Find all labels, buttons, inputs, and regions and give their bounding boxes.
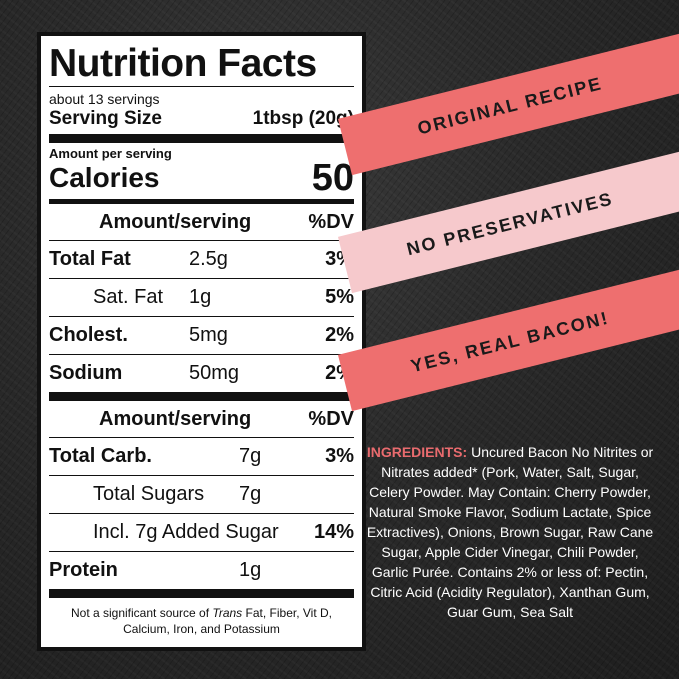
divider — [49, 86, 354, 87]
nutrient-name: Total Carb. — [49, 445, 152, 467]
serving-size-label: Serving Size — [49, 108, 162, 129]
footnote: Not a significant source of Trans Fat, F… — [49, 605, 354, 637]
footnote-italic: Trans — [212, 606, 243, 620]
footnote-prefix: Not a significant source of — [70, 606, 213, 620]
calories-label: Calories — [49, 162, 160, 193]
divider — [49, 475, 354, 476]
ingredients-text: Uncured Bacon No Nitrites or Nitrates ad… — [366, 444, 654, 620]
divider — [49, 354, 354, 355]
amount-serving-header: Amount/serving — [99, 210, 252, 233]
nutrient-dv: 2% — [325, 324, 354, 346]
nutrient-name: Total Fat — [49, 248, 131, 270]
thick-divider — [49, 589, 354, 598]
nutrition-title: Nutrition Facts — [49, 42, 317, 85]
divider — [49, 278, 354, 279]
nutrient-header: Amount/serving %DV — [49, 204, 354, 240]
amount-per-serving: Amount per serving — [49, 146, 172, 161]
nutrient-row-total-fat: Total Fat 2.5g 3% — [49, 241, 354, 278]
divider — [49, 316, 354, 317]
nutrient-amount: 50mg — [189, 362, 240, 384]
servings-per-container: about 13 servings — [49, 91, 160, 107]
nutrient-dv: 14% — [313, 521, 354, 543]
medium-divider — [49, 199, 354, 204]
nutrient-dv: 5% — [325, 286, 354, 308]
thick-divider — [49, 134, 354, 143]
nutrient-name: Sodium — [49, 362, 123, 384]
ingredients-heading: INGREDIENTS: — [366, 444, 468, 460]
nutrient-amount: 2.5g — [189, 248, 228, 270]
nutrient-name: Protein — [49, 559, 118, 581]
divider — [49, 240, 354, 241]
serving-size-value: 1tbsp (20g) — [252, 108, 354, 129]
nutrient-row-sat-fat: Sat. Fat 1g 5% — [49, 279, 354, 316]
nutrient-name: Total Sugars — [93, 483, 205, 505]
nutrient-name: Incl. 7g Added Sugar — [93, 521, 279, 543]
nutrient-header: Amount/serving %DV — [49, 401, 354, 437]
nutrient-name: Sat. Fat — [93, 286, 164, 308]
calories-value: 50 — [311, 157, 354, 199]
dv-header: %DV — [308, 210, 354, 233]
nutrient-amount: 1g — [239, 559, 262, 581]
nutrient-name: Cholest. — [49, 324, 128, 346]
dv-header: %DV — [308, 407, 354, 430]
nutrient-row-added-sugar: Incl. 7g Added Sugar 14% — [49, 513, 354, 551]
nutrient-amount: 7g — [239, 483, 262, 505]
divider — [49, 551, 354, 552]
nutrient-row-total-carb: Total Carb. 7g 3% — [49, 438, 354, 475]
nutrition-facts-label: Nutrition Facts about 13 servings Servin… — [37, 32, 366, 651]
nutrient-row-sodium: Sodium 50mg 2% — [49, 355, 354, 392]
serving-size-row: Serving Size 1tbsp (20g) — [49, 108, 354, 134]
calories-row: Calories 50 — [49, 157, 354, 199]
divider — [49, 437, 354, 438]
nutrient-amount: 7g — [239, 445, 262, 467]
nutrient-amount: 1g — [189, 286, 212, 308]
ingredients-block: INGREDIENTS: Uncured Bacon No Nitrites o… — [362, 442, 658, 622]
nutrient-amount: 5mg — [189, 324, 228, 346]
nutrient-row-total-sugars: Total Sugars 7g — [49, 476, 354, 513]
footnote-suffix: Fat, Fiber, Vit D, Calcium, Iron, and Po… — [123, 606, 332, 636]
nutrient-row-protein: Protein 1g — [49, 552, 354, 589]
amount-serving-header: Amount/serving — [99, 407, 252, 430]
thick-divider — [49, 392, 354, 401]
nutrient-dv: 3% — [325, 445, 354, 467]
nutrient-row-cholesterol: Cholest. 5mg 2% — [49, 317, 354, 354]
